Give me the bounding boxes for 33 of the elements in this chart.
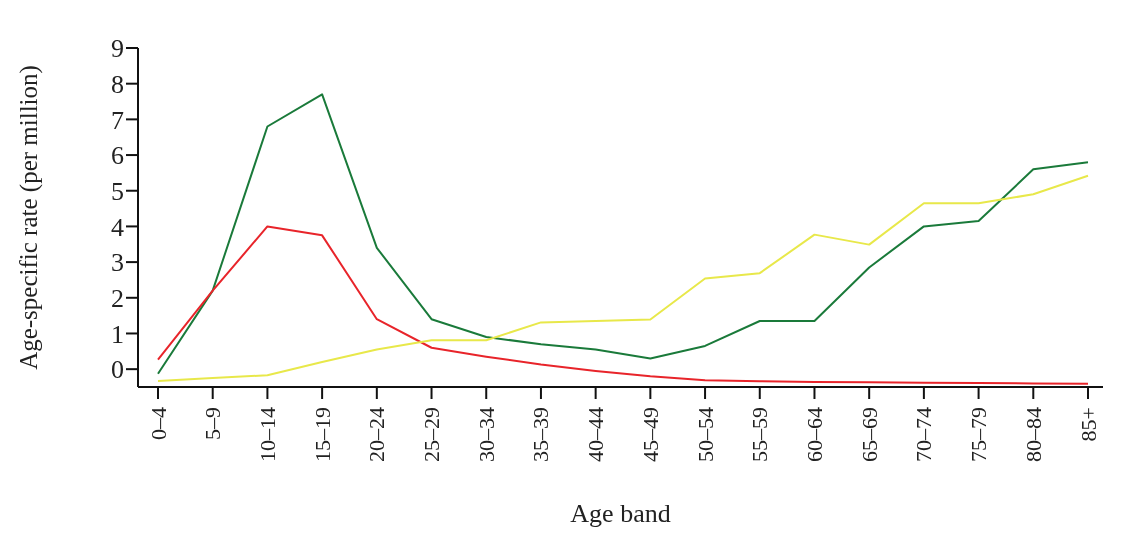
x-tick-label: 45–49: [637, 407, 663, 462]
x-axis-title: Age band: [570, 499, 671, 528]
y-tick-label: 5: [111, 176, 124, 206]
x-tick-label: 80–84: [1020, 407, 1046, 462]
x-tick-label: 75–79: [966, 407, 992, 462]
x-tick-label: 5–9: [200, 407, 226, 440]
x-tick-label: 70–74: [911, 407, 937, 462]
x-tick-label: 10–14: [254, 407, 280, 462]
y-tick-label: 2: [111, 284, 124, 314]
y-tick-label: 3: [111, 248, 124, 278]
x-tick-label: 50–54: [692, 407, 718, 462]
x-tick-label: 65–69: [856, 407, 882, 462]
y-axis-title: Age-specific rate (per million): [14, 65, 43, 370]
x-tick-label: 40–44: [583, 407, 609, 462]
y-tick-label: 4: [111, 212, 124, 242]
x-tick-label: 55–59: [747, 407, 773, 462]
y-tick-label: 6: [111, 141, 124, 171]
x-tick-label: 0–4: [145, 407, 171, 440]
y-tick-label: 9: [111, 34, 124, 64]
y-tick-label: 7: [111, 105, 124, 135]
x-tick-label: 15–19: [309, 407, 335, 462]
y-tick-label: 0: [111, 355, 124, 385]
x-tick-label: 30–34: [473, 407, 499, 462]
line-series: [157, 174, 1089, 382]
y-tick-label: 8: [111, 69, 124, 99]
x-tick-label: 60–64: [801, 407, 827, 462]
line-series: [157, 225, 1089, 385]
line-series: [157, 93, 1089, 375]
x-tick-label: 85+: [1075, 407, 1101, 442]
x-tick-label: 35–39: [528, 407, 554, 462]
x-tick-label: 20–24: [364, 407, 390, 462]
x-tick-label: 25–29: [419, 407, 445, 462]
y-tick-label: 1: [111, 319, 124, 349]
